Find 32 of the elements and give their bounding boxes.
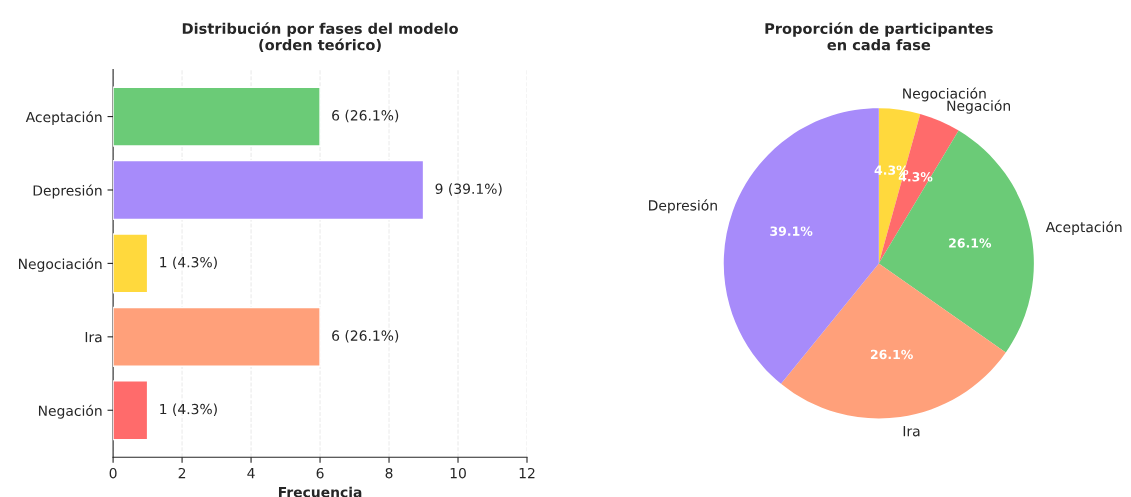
bar bbox=[113, 306, 321, 367]
y-tick-label: Negociación bbox=[18, 257, 102, 272]
data-label: 9 (39.1%) bbox=[435, 183, 502, 196]
x-tick-label: 12 bbox=[519, 467, 535, 479]
x-tick-label: 10 bbox=[450, 467, 466, 479]
bar bbox=[113, 380, 149, 441]
data-label: 6 (26.1%) bbox=[332, 109, 399, 123]
x-tick-label: 2 bbox=[178, 467, 186, 479]
chart-title: Distribución por fases del modelo (orden teórico) bbox=[182, 22, 458, 53]
y-tick-label: Aceptación bbox=[25, 111, 102, 126]
slice-label: Ira bbox=[903, 426, 920, 437]
data-label: 6 (26.1%) bbox=[332, 330, 399, 343]
y-tick-label: Depresión bbox=[33, 184, 102, 199]
x-tick-label: 0 bbox=[109, 467, 117, 479]
slice-label: Depresión bbox=[649, 199, 717, 214]
x-tick-label: 6 bbox=[316, 467, 324, 479]
x-tick-label: 4 bbox=[247, 468, 255, 479]
data-label: 26.1% bbox=[949, 238, 992, 248]
bar bbox=[113, 233, 149, 294]
bar bbox=[113, 159, 425, 221]
data-label: 1 (4.3%) bbox=[160, 403, 217, 416]
bar bbox=[113, 86, 321, 147]
data-label: 1 (4.3%) bbox=[160, 256, 217, 270]
x-tick-label: 8 bbox=[385, 467, 393, 479]
data-label: 26.1% bbox=[870, 349, 913, 360]
y-tick-label: Negación bbox=[38, 404, 102, 419]
slice-label: Aceptación bbox=[1045, 221, 1122, 235]
pie-slice bbox=[781, 263, 1006, 419]
x-axis-title: Frecuencia bbox=[278, 486, 362, 497]
y-tick-label: Ira bbox=[85, 331, 102, 343]
data-label: 39.1% bbox=[770, 226, 813, 236]
chart-title: Proporción de participantes en cada fase bbox=[765, 22, 993, 51]
